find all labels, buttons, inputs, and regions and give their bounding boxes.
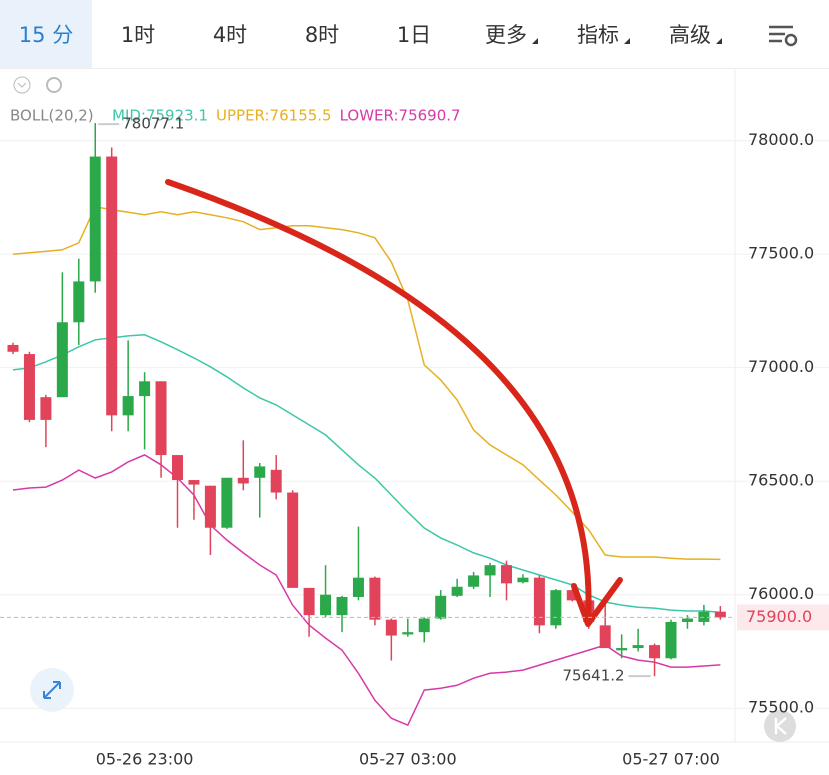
candle-body (402, 632, 414, 635)
last-price-box (737, 604, 829, 631)
settings-icon[interactable] (46, 77, 62, 93)
collapse-icon[interactable] (13, 76, 31, 94)
candle-body (665, 621, 677, 659)
timeframe-tab[interactable]: 更多 (460, 0, 552, 68)
candle-body (106, 156, 118, 416)
candle-body (517, 577, 529, 583)
last-price-label: 75900.0 (746, 607, 812, 626)
scroll-end-button[interactable] (764, 710, 796, 742)
x-tick-label: 05-26 23:00 (96, 750, 194, 769)
y-tick-label: 76000.0 (748, 584, 814, 603)
plot (0, 123, 829, 727)
candle-body (89, 156, 101, 282)
candle-body (56, 322, 68, 398)
legend-entry: LOWER:75690.7 (340, 107, 461, 125)
candle-body (533, 577, 545, 626)
candle-body (40, 397, 52, 420)
y-tick-label: 75500.0 (748, 698, 814, 717)
candle-body (632, 645, 644, 649)
timeframe-tab[interactable]: 高级 (644, 0, 736, 68)
candle-body (221, 477, 233, 528)
candle-body (599, 625, 611, 649)
timeframe-tab[interactable]: 1日 (396, 23, 432, 47)
x-tick-label: 05-27 03:00 (359, 750, 457, 769)
candle-body (336, 596, 348, 616)
timeframe-tab[interactable]: 8时 (304, 23, 340, 47)
candle-body (435, 595, 447, 619)
candle-body (385, 619, 397, 636)
boll-line (12, 205, 721, 561)
candle-body (468, 575, 480, 587)
timeframe-tab[interactable]: 指标 (552, 0, 644, 68)
legend-entry: MID:75923.1 (112, 107, 208, 125)
candle-body (172, 455, 183, 481)
candle-body (484, 565, 496, 576)
candle-body (23, 354, 35, 420)
y-tick-label: 76500.0 (748, 471, 814, 490)
candle-body (649, 645, 661, 659)
annotation-label: 78077.1 (122, 115, 184, 133)
arrow-head (571, 577, 623, 627)
y-tick-label: 78000.0 (748, 130, 814, 149)
candle-body (320, 594, 332, 616)
y-tick-label: 77000.0 (748, 357, 814, 376)
candle-body (303, 587, 315, 616)
timeframe-tab[interactable]: 1时 (120, 23, 156, 47)
candle-body (139, 381, 151, 397)
candle-body (616, 648, 628, 651)
candle-body (501, 565, 512, 584)
candle-body (451, 586, 463, 596)
legend-entry: UPPER:76155.5 (216, 107, 332, 125)
candle-body (7, 344, 19, 352)
settings-menu-icon[interactable] (769, 25, 798, 47)
candle-body (188, 480, 200, 485)
candle-body (418, 618, 430, 633)
candle-body (254, 466, 266, 478)
candle-body (681, 618, 693, 622)
candle-body (352, 577, 364, 597)
candle-body (369, 577, 381, 620)
boll-line (12, 334, 721, 613)
tab-bar: 15 分 1时 4时 8时 1日 更多 指标 高级 (0, 0, 829, 69)
timeframe-tab[interactable]: 15 分 (0, 0, 92, 68)
candle-body (566, 590, 578, 601)
candle-body (270, 469, 282, 493)
x-tick-label: 05-27 07:00 (622, 750, 720, 769)
annotation-label: 75641.2 (563, 667, 625, 685)
candle-body (287, 492, 299, 588)
collapse-icon (17, 82, 27, 88)
candle-body (155, 381, 167, 456)
y-tick-label: 77500.0 (748, 244, 814, 263)
candle-body (122, 396, 134, 416)
timeframe-tab[interactable]: 4时 (212, 23, 248, 47)
annotation-arrow (165, 179, 592, 625)
candle-body (73, 281, 85, 323)
expand-button[interactable] (30, 668, 74, 712)
candle-body (550, 590, 562, 626)
indicator-label: BOLL(20,2) (10, 107, 94, 125)
candle-body (714, 611, 726, 618)
candle-body (204, 485, 216, 528)
candle-body (698, 611, 710, 622)
candle-body (237, 477, 249, 484)
